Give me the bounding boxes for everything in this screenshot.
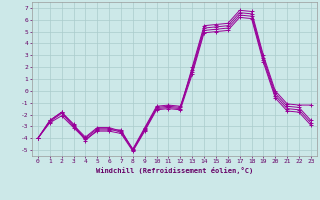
X-axis label: Windchill (Refroidissement éolien,°C): Windchill (Refroidissement éolien,°C) [96, 167, 253, 174]
